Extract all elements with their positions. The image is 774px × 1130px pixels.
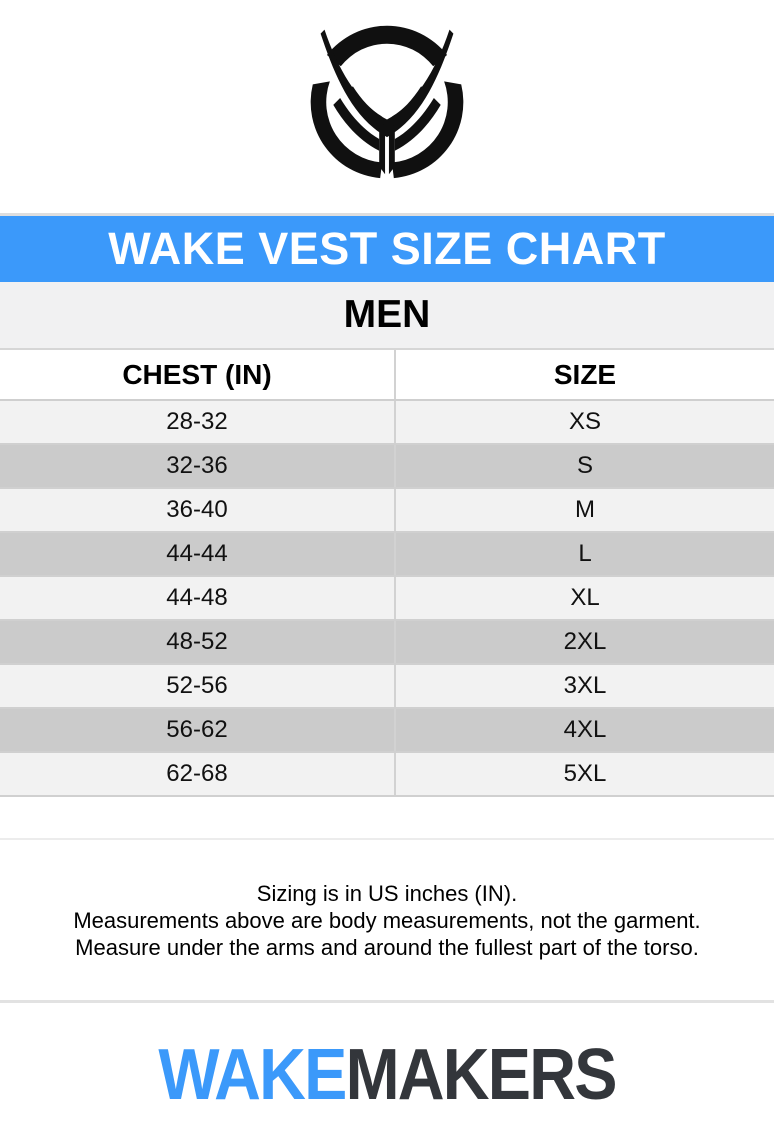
wakemakers-logo-makers: MAKERS [345,1035,618,1115]
column-header-size: SIZE [394,350,774,401]
chart-title: WAKE VEST SIZE CHART [108,223,666,274]
wakemakers-logo-wake: WAKE [158,1035,347,1115]
size-table-row: 36-40 M [0,488,774,533]
sizing-note-line: Measurements above are body measurements… [73,907,701,933]
column-header-chest: CHEST (IN) [0,350,395,401]
size-cell: 4XL [394,708,774,753]
chest-cell: 56-62 [0,708,395,753]
size-table-row: 62-68 5XL [0,752,774,797]
ho-sports-logo-icon [310,25,464,179]
size-table-row: 44-44 L [0,532,774,577]
gender-label: MEN [343,293,431,336]
chart-title-banner: WAKE VEST SIZE CHART [0,213,774,282]
size-table-row: 52-56 3XL [0,664,774,709]
chest-cell: 44-48 [0,576,395,621]
gender-header-band: MEN [0,282,774,350]
size-cell: XS [394,400,774,445]
ho-logo-area [0,0,774,213]
size-cell: 3XL [394,664,774,709]
sizing-note-line: Sizing is in US inches (IN). [256,880,518,906]
size-cell: 5XL [394,752,774,797]
size-cell: L [394,532,774,577]
chest-cell: 28-32 [0,400,395,445]
size-table-row: 56-62 4XL [0,708,774,753]
size-cell: M [394,488,774,533]
footer-logo-area: WAKEMAKERS [0,1003,774,1130]
size-table-row: 44-48 XL [0,576,774,621]
sizing-note-line: Measure under the arms and around the fu… [75,934,699,960]
chest-cell: 62-68 [0,752,395,797]
sizing-notes: Sizing is in US inches (IN). Measurement… [0,840,774,1003]
chest-cell: 44-44 [0,532,395,577]
size-table-row: 32-36 S [0,444,774,489]
chest-cell: 48-52 [0,620,395,665]
size-table: CHEST (IN) SIZE 28-32 XS 32-36 S 36-40 M 44-44… [0,350,774,797]
wakemakers-logo: WAKEMAKERS [158,1034,618,1116]
chest-cell: 52-56 [0,664,395,709]
table-footer-spacer [0,797,774,840]
chest-cell: 36-40 [0,488,395,533]
size-table-body: 28-32 XS 32-36 S 36-40 M 44-44 L 44-48 XL 48-52 2XL… [0,400,774,797]
size-table-row: 48-52 2XL [0,620,774,665]
size-table-row: 28-32 XS [0,400,774,445]
chest-cell: 32-36 [0,444,395,489]
size-cell: 2XL [394,620,774,665]
size-table-header-row: CHEST (IN) SIZE [0,350,774,401]
size-cell: XL [394,576,774,621]
size-cell: S [394,444,774,489]
